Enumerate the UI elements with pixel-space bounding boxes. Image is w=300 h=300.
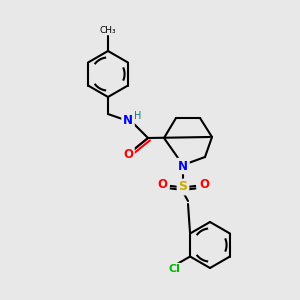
Text: O: O (123, 148, 133, 160)
Text: N: N (178, 160, 188, 172)
Text: S: S (178, 181, 188, 194)
Text: O: O (157, 178, 167, 191)
Text: Cl: Cl (168, 265, 180, 275)
Text: H: H (134, 111, 142, 121)
Text: O: O (199, 178, 209, 191)
Text: N: N (123, 115, 133, 128)
Text: CH₃: CH₃ (100, 26, 116, 35)
